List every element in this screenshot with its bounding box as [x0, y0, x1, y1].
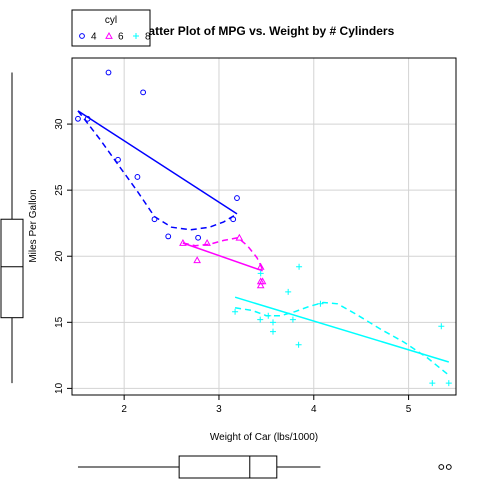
data-point-cyl-8 — [438, 323, 445, 330]
y-tick-label: 15 — [54, 316, 65, 328]
x-boxplot-outlier — [438, 464, 445, 470]
legend-label-cyl-6: 6 — [118, 32, 124, 43]
data-point-cyl-4 — [105, 69, 112, 76]
fit-line-cyl-6 — [182, 242, 263, 272]
data-point-cyl-6 — [203, 238, 211, 246]
x-boxplot-box — [178, 455, 278, 479]
data-point-cyl-8 — [429, 380, 436, 387]
x-tick-label: 2 — [121, 404, 127, 415]
data-point-cyl-8 — [285, 288, 292, 295]
data-point-cyl-4 — [165, 233, 172, 240]
fit-line-cyl-8 — [234, 296, 450, 363]
legend-label-cyl-8: 8 — [145, 32, 151, 43]
fit-line-cyl-4 — [77, 110, 238, 215]
x-marginal-boxplot — [77, 455, 452, 479]
data-point-cyl-4 — [115, 156, 121, 163]
data-point-cyl-4 — [134, 174, 141, 180]
smooth-line-cyl-6 — [182, 236, 264, 270]
smooth-line-cyl-4 — [77, 110, 238, 231]
data-point-cyl-6 — [256, 262, 265, 270]
data-point-cyl-8 — [296, 263, 303, 270]
data-point-cyl-8 — [270, 328, 277, 335]
x-boxplot-outlier — [445, 464, 452, 470]
legend-title: cyl — [105, 15, 117, 26]
data-point-cyl-6 — [258, 277, 267, 285]
y-tick-label: 30 — [54, 118, 65, 130]
plot-frame — [71, 57, 457, 396]
data-point-cyl-4 — [195, 234, 202, 241]
data-point-cyl-6 — [179, 238, 187, 246]
data-point-cyl-8 — [295, 341, 302, 348]
legend: cyl 4 6 8 — [71, 9, 151, 47]
y-boxplot-box — [0, 218, 24, 319]
data-point-cyl-8 — [289, 316, 296, 323]
x-tick-label: 4 — [311, 404, 317, 415]
data-points — [75, 69, 452, 387]
data-point-cyl-8 — [445, 380, 452, 387]
data-point-cyl-8 — [232, 308, 239, 315]
x-axis-label: Weight of Car (lbs/1000) — [210, 432, 318, 443]
y-marginal-boxplot — [0, 72, 24, 384]
y-axis-label: Miles Per Gallon — [28, 189, 39, 262]
data-point-cyl-8 — [257, 316, 264, 323]
x-tick-label: 3 — [216, 404, 222, 415]
data-point-cyl-8 — [265, 312, 272, 319]
legend-marker-cyl-4 — [79, 33, 85, 39]
data-point-cyl-8 — [257, 270, 264, 277]
x-axis: 2 3 4 5 — [121, 395, 412, 415]
y-tick-label: 25 — [54, 184, 65, 196]
data-point-cyl-4 — [230, 216, 237, 223]
data-point-cyl-8 — [270, 319, 277, 326]
y-tick-label: 20 — [54, 250, 65, 262]
data-point-cyl-4 — [140, 89, 147, 96]
data-point-cyl-4 — [75, 115, 81, 122]
y-axis: 10 15 20 25 30 — [54, 118, 72, 394]
data-point-cyl-6 — [193, 256, 202, 264]
legend-marker-cyl-6 — [105, 31, 113, 39]
data-point-cyl-6 — [235, 233, 244, 241]
grid — [72, 58, 456, 395]
data-point-cyl-6 — [256, 281, 265, 289]
legend-marker-cyl-8 — [133, 33, 139, 39]
data-point-cyl-4 — [84, 115, 91, 122]
legend-label-cyl-4: 4 — [91, 32, 97, 43]
y-tick-label: 10 — [54, 382, 65, 394]
chart-title: Scatter Plot of MPG vs. Weight by # Cyli… — [134, 24, 395, 38]
legend-box — [71, 9, 151, 47]
x-tick-label: 5 — [406, 404, 412, 415]
fit-lines — [77, 110, 450, 376]
data-point-cyl-8 — [317, 300, 324, 307]
data-point-cyl-4 — [151, 216, 158, 223]
data-point-cyl-4 — [234, 195, 240, 201]
smooth-line-cyl-8 — [234, 301, 450, 376]
